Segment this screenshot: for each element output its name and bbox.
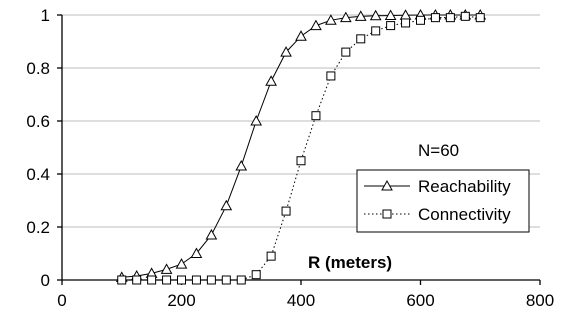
square-marker	[221, 275, 231, 285]
annotation-n: N=60	[418, 141, 459, 160]
y-tick-label: 0.6	[26, 112, 50, 131]
square-marker	[132, 275, 142, 285]
square-marker	[356, 34, 366, 44]
square-marker	[236, 275, 246, 285]
triangle-marker	[235, 160, 248, 171]
square-marker	[266, 251, 276, 261]
series-connectivity	[117, 11, 485, 285]
square-marker	[386, 21, 396, 31]
square-marker	[177, 275, 186, 285]
legend-label: Connectivity	[418, 205, 511, 224]
square-marker	[251, 270, 261, 280]
triangle-marker	[175, 258, 188, 269]
legend-entry-reachability: Reachability	[364, 177, 511, 196]
square-marker	[382, 209, 392, 219]
square-marker	[311, 111, 321, 121]
square-marker	[326, 71, 336, 81]
x-axis-label: R (meters)	[308, 253, 392, 272]
square-marker	[281, 206, 291, 216]
square-marker	[191, 275, 201, 285]
legend-label: Reachability	[418, 177, 511, 196]
y-tick-labels: 0 0.2 0.4 0.6 0.8 1	[26, 6, 50, 290]
square-marker	[162, 275, 172, 285]
triangle-marker	[205, 228, 218, 240]
x-tick-label: 400	[287, 291, 315, 310]
square-marker	[341, 47, 351, 57]
y-tick-label: 1	[41, 6, 50, 25]
x-tick-label: 600	[406, 291, 434, 310]
y-tick-label: 0	[41, 271, 50, 290]
square-marker	[430, 13, 440, 23]
square-marker	[416, 15, 425, 25]
square-marker	[460, 11, 470, 21]
square-marker	[206, 275, 216, 285]
triangle-marker	[339, 11, 352, 23]
triangle-marker	[354, 10, 367, 21]
triangle-marker	[369, 9, 382, 21]
triangle-marker	[310, 19, 322, 31]
square-marker	[401, 18, 411, 28]
triangle-marker	[384, 9, 397, 21]
square-marker	[371, 26, 381, 36]
series-layer	[115, 8, 487, 285]
triangle-marker	[265, 75, 277, 86]
triangle-marker	[220, 199, 233, 211]
square-marker	[147, 275, 157, 285]
y-tick-label: 0.8	[26, 59, 50, 78]
y-tick-label: 0.2	[26, 218, 50, 237]
triangle-marker	[190, 247, 203, 258]
x-tick-labels: 0 200 400 600 800	[57, 291, 554, 310]
axes	[57, 14, 541, 285]
square-marker	[117, 275, 127, 285]
x-tick-label: 200	[167, 291, 195, 310]
triangle-marker	[250, 114, 263, 126]
triangle-marker	[280, 46, 292, 57]
square-marker	[445, 13, 455, 23]
x-tick-label: 0	[57, 291, 66, 310]
triangle-marker	[381, 179, 393, 191]
legend: Reachability Connectivity	[356, 169, 530, 233]
square-marker	[475, 13, 485, 23]
legend-entry-connectivity: Connectivity	[364, 205, 511, 224]
x-tick-label: 800	[526, 291, 554, 310]
triangle-marker	[295, 30, 307, 41]
y-tick-label: 0.4	[26, 165, 50, 184]
legend-box	[356, 169, 530, 233]
square-marker	[296, 156, 306, 166]
triangle-marker	[325, 14, 337, 25]
triangle-marker	[160, 263, 173, 274]
